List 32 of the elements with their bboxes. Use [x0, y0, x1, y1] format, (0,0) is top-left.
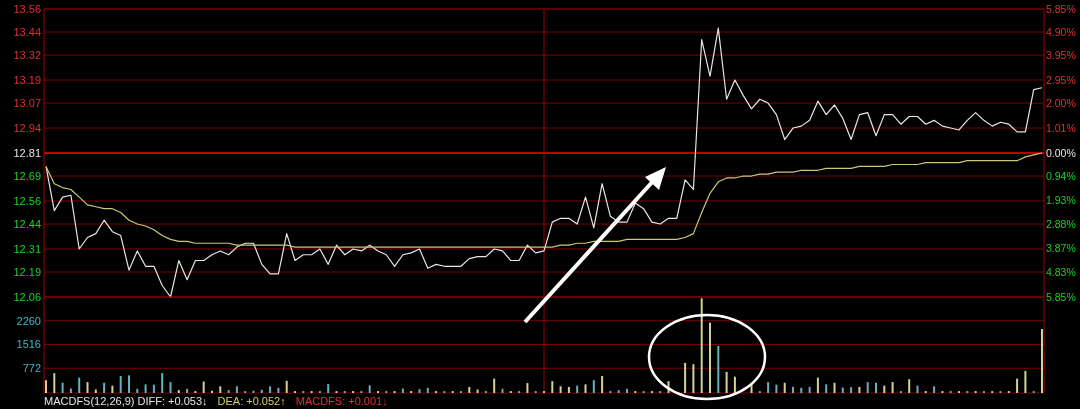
y-tick-label: 772 — [22, 362, 41, 375]
y2-tick-label: 5.85% — [1046, 2, 1076, 15]
y-tick-label: 12.94 — [13, 121, 41, 134]
y2-tick-label: 4.83% — [1046, 265, 1076, 278]
y-tick-label: 13.32 — [13, 48, 41, 61]
y-tick-label: 13.56 — [13, 2, 41, 15]
y-tick-label: 13.07 — [13, 96, 41, 109]
y-tick-label: 1516 — [16, 338, 41, 351]
y-tick-label: 12.69 — [13, 169, 41, 182]
y-tick-label: 12.81 — [13, 146, 41, 159]
y2-tick-label: 4.90% — [1046, 26, 1076, 39]
y2-tick-label: 1.01% — [1046, 121, 1076, 134]
y-tick-label: 12.19 — [13, 265, 41, 278]
y2-tick-label: 3.95% — [1046, 49, 1076, 62]
y2-tick-label: 0.94% — [1046, 169, 1076, 182]
y2-tick-label: 2.00% — [1046, 97, 1076, 110]
y2-tick-label: 3.87% — [1046, 241, 1076, 254]
y-tick-label: 12.06 — [13, 290, 41, 303]
y-tick-label: 13.44 — [13, 25, 41, 38]
text: MACDFS(12,26,9) DIFF: +0.053↓ — [44, 395, 208, 407]
y2-tick-label: 0.00% — [1046, 146, 1076, 159]
text: MACDFS: +0.001↓ — [295, 395, 388, 407]
y-tick-label: 13.19 — [13, 73, 41, 86]
y2-tick-label: 5.85% — [1046, 290, 1076, 303]
y2-tick-label: 1.93% — [1046, 194, 1076, 207]
y-tick-label: 12.56 — [13, 194, 41, 207]
y-tick-label: 12.44 — [13, 217, 41, 230]
y2-tick-label: 2.95% — [1046, 74, 1076, 87]
y-tick-label: 12.31 — [13, 242, 41, 255]
y-tick-label: 2260 — [16, 314, 41, 327]
text: DEA: +0.052↑ — [217, 395, 286, 407]
y2-tick-label: 2.88% — [1046, 217, 1076, 230]
